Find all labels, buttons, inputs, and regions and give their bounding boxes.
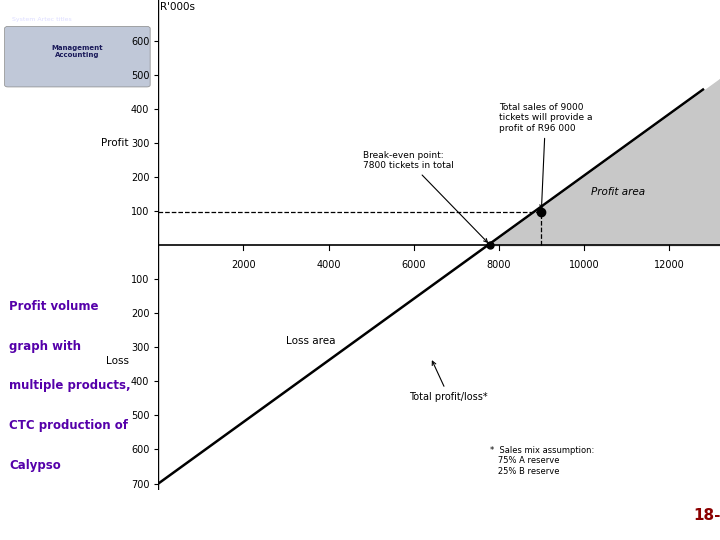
Text: 18-25: 18-25 bbox=[694, 508, 720, 523]
Text: System Artec titles: System Artec titles bbox=[12, 17, 72, 22]
Text: 8000: 8000 bbox=[487, 260, 511, 271]
Text: 4000: 4000 bbox=[316, 260, 341, 271]
Text: Management
Accounting: Management Accounting bbox=[52, 44, 103, 58]
Text: PPTs t/a Management Accounting: Information for managing and creating value 1e: PPTs t/a Management Accounting: Informat… bbox=[170, 518, 501, 526]
Text: Loss: Loss bbox=[106, 356, 129, 366]
Text: Slides prepared by Kim Langfield-Smith, Carlos Correia & Colin Smith: Slides prepared by Kim Langfield-Smith, … bbox=[170, 531, 449, 540]
Text: 10000: 10000 bbox=[569, 260, 599, 271]
Text: Profit area: Profit area bbox=[591, 187, 645, 198]
Text: Tom Doele, Goun & Ross: Tom Doele, Goun & Ross bbox=[12, 276, 76, 281]
Text: multiple products,: multiple products, bbox=[9, 380, 131, 393]
Text: Total profit/loss*: Total profit/loss* bbox=[410, 361, 488, 402]
Text: Profit volume: Profit volume bbox=[9, 300, 99, 313]
Text: 2000: 2000 bbox=[231, 260, 256, 271]
Text: R'000s: R'000s bbox=[160, 3, 194, 12]
Text: *  Sales mix assumption:
   75% A reserve
   25% B reserve: * Sales mix assumption: 75% A reserve 25… bbox=[490, 446, 595, 476]
Text: Total sales of 9000
tickets will provide a
profit of R96 000: Total sales of 9000 tickets will provide… bbox=[499, 103, 593, 208]
Text: Calypso: Calypso bbox=[9, 458, 61, 471]
Text: 12000: 12000 bbox=[654, 260, 684, 271]
FancyBboxPatch shape bbox=[4, 26, 150, 87]
Text: Loss area: Loss area bbox=[286, 335, 336, 346]
Text: Managing and Creating Value: Managing and Creating Value bbox=[12, 205, 91, 210]
Text: Break-even point:
7800 tickets in total: Break-even point: 7800 tickets in total bbox=[363, 151, 487, 242]
Text: Profit: Profit bbox=[101, 138, 129, 148]
Text: CTC production of: CTC production of bbox=[9, 419, 128, 432]
Text: graph with: graph with bbox=[9, 340, 81, 353]
Text: 6000: 6000 bbox=[402, 260, 426, 271]
Text: Copyright ● 2008 McGraw-Hill: Copyright ● 2008 McGraw-Hill bbox=[170, 503, 292, 512]
Text: Carlos Correia, Kim Langfield,: Carlos Correia, Kim Langfield, bbox=[12, 253, 91, 258]
Text: Information for: Information for bbox=[12, 181, 52, 187]
